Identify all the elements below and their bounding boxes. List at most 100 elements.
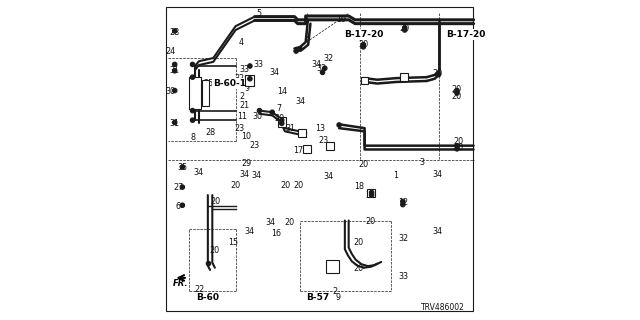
Text: 20: 20 [358,160,368,169]
Text: 34: 34 [193,168,204,177]
Text: 34: 34 [266,218,276,227]
Text: 9: 9 [244,84,250,93]
Text: 32: 32 [399,234,408,243]
Circle shape [270,110,275,115]
Text: 23: 23 [250,141,260,150]
Text: 20: 20 [274,114,284,123]
Text: 31: 31 [285,124,296,132]
Circle shape [455,91,460,95]
Text: 34: 34 [245,227,255,236]
Circle shape [180,165,184,169]
Text: 33: 33 [254,60,264,69]
Bar [202,80,209,106]
Bar [401,73,408,81]
Text: 34: 34 [311,60,321,69]
Text: 34: 34 [239,170,250,179]
Text: 2: 2 [333,287,338,296]
Text: 34: 34 [324,172,334,181]
Text: 19: 19 [337,15,347,24]
Text: 29: 29 [241,159,252,168]
Circle shape [173,68,177,73]
Text: 18: 18 [354,182,364,191]
Text: 20: 20 [399,24,410,33]
Text: 32: 32 [317,64,326,73]
Text: 23: 23 [318,136,328,145]
Text: 23: 23 [235,124,244,132]
Text: 14: 14 [277,87,287,96]
Text: 31: 31 [170,66,180,75]
Text: 20: 20 [285,218,295,227]
Text: 34: 34 [269,68,280,77]
Circle shape [280,118,284,123]
Circle shape [180,185,184,189]
Circle shape [257,108,262,113]
Circle shape [320,70,324,75]
Bar [326,260,339,273]
Text: 20: 20 [209,246,220,255]
Text: 7: 7 [276,104,282,113]
Bar [278,117,285,126]
Bar [298,129,307,137]
Text: 10: 10 [241,132,251,140]
Text: 30: 30 [165,87,175,96]
Text: B-60: B-60 [196,293,220,302]
Text: FR.: FR. [173,279,189,288]
Circle shape [455,143,460,148]
Text: 34: 34 [295,97,305,106]
Circle shape [369,190,374,195]
Bar [367,189,375,197]
Text: 34: 34 [252,171,262,180]
Text: 20: 20 [280,181,291,190]
Circle shape [403,26,407,30]
Text: 8: 8 [190,133,195,142]
Text: 3: 3 [419,158,424,167]
Circle shape [369,193,374,197]
Text: 20: 20 [454,137,463,146]
Text: 12: 12 [298,131,308,140]
Text: 20: 20 [451,92,461,101]
Text: 16: 16 [271,229,281,238]
Circle shape [455,147,460,151]
Text: 11: 11 [237,112,247,121]
Text: 21: 21 [239,101,250,110]
Text: 32: 32 [324,53,334,62]
Text: 4: 4 [239,38,244,47]
Bar [326,142,333,150]
Text: 21: 21 [350,30,360,39]
Text: 6: 6 [176,202,180,211]
Text: 20: 20 [454,143,463,152]
Text: B-57: B-57 [306,293,329,302]
Circle shape [173,120,177,124]
Circle shape [248,76,252,81]
Circle shape [190,118,195,123]
Circle shape [190,108,195,113]
Text: 32: 32 [365,190,376,200]
Text: 24: 24 [165,47,175,56]
Circle shape [294,49,298,53]
Circle shape [173,62,177,67]
Circle shape [173,88,177,93]
Text: 2: 2 [239,92,244,101]
Circle shape [298,47,303,51]
Text: B-17-20: B-17-20 [446,30,486,39]
Circle shape [455,88,460,93]
Bar [246,75,254,86]
Text: 12: 12 [398,197,408,206]
Circle shape [190,62,195,67]
Bar [361,77,368,84]
Text: 20: 20 [354,238,364,247]
Circle shape [361,45,365,49]
Text: 9: 9 [336,293,341,302]
Text: 17: 17 [293,146,303,155]
Text: 35: 35 [177,163,188,172]
Bar [189,77,202,109]
Text: 25: 25 [204,79,214,88]
Text: 33: 33 [399,272,408,281]
Circle shape [206,261,211,266]
Circle shape [323,66,327,70]
Text: 30: 30 [253,112,263,121]
Text: B-60-1: B-60-1 [212,79,246,88]
Text: 20: 20 [451,85,461,94]
Text: 33: 33 [239,65,250,74]
Text: 28: 28 [170,28,180,37]
